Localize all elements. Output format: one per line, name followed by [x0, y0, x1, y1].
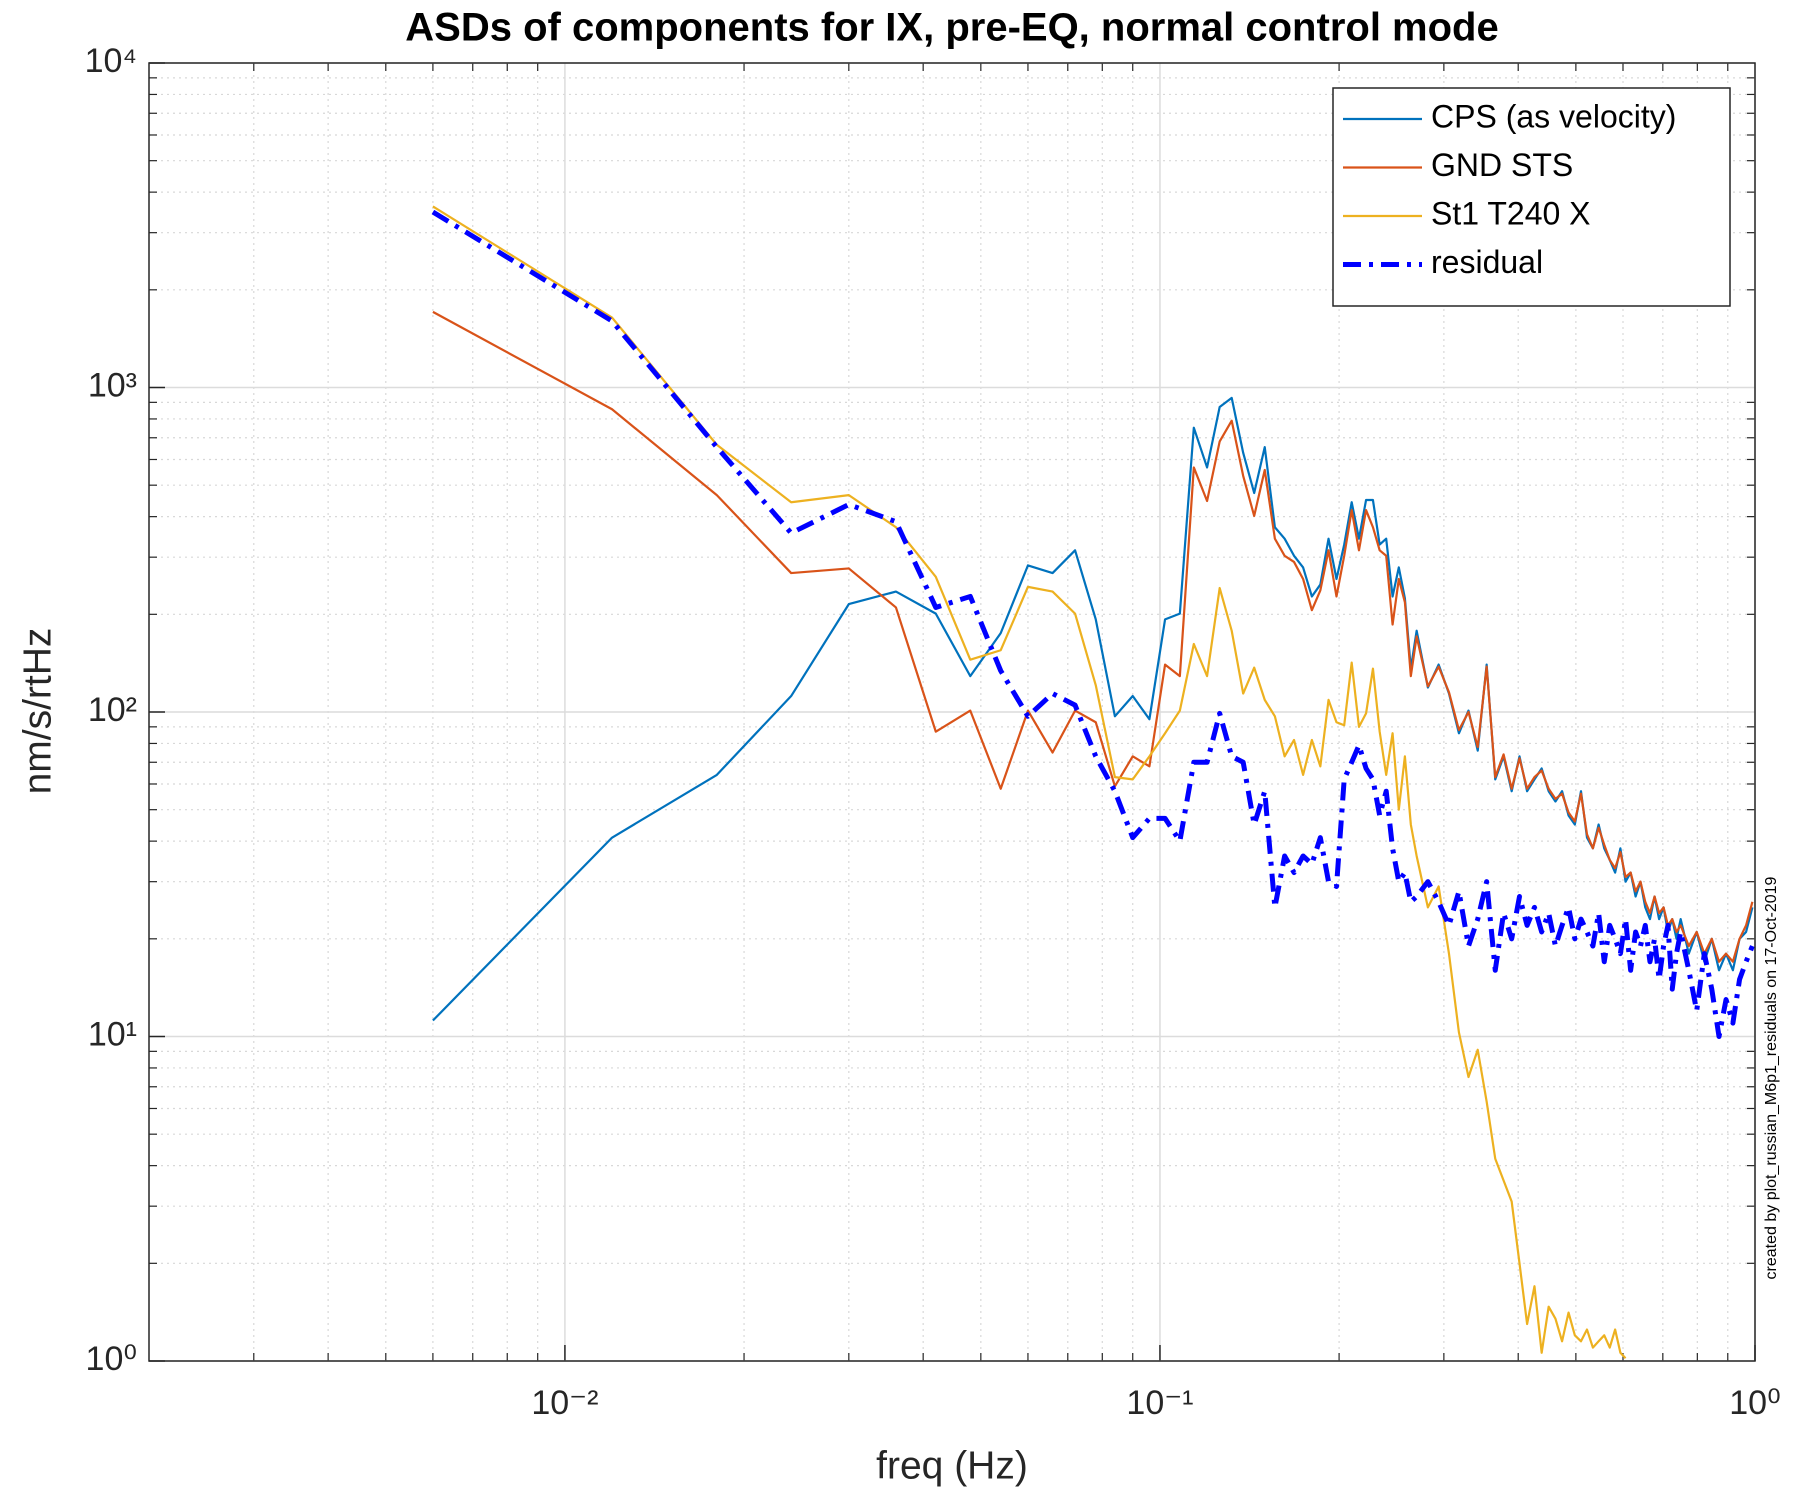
legend: CPS (as velocity) GND STS St1 T240 X residu… [1332, 87, 1731, 307]
x-tick-label: 10⁻² [531, 1384, 598, 1422]
y-axis-label: nm/s/rtHz [16, 628, 59, 795]
legend-label: St1 T240 X [1431, 195, 1591, 231]
y-tick-label: 10³ [88, 366, 137, 404]
legend-label: residual [1431, 244, 1543, 280]
legend-label: CPS (as velocity) [1431, 98, 1676, 134]
x-axis-label: freq (Hz) [876, 1444, 1028, 1487]
series-line [432, 205, 1627, 1359]
y-tick-label: 10⁴ [85, 42, 137, 80]
x-tick-label: 10⁻¹ [1126, 1384, 1193, 1422]
legend-box [1332, 87, 1731, 307]
series-line [432, 310, 1754, 963]
y-tick-label: 10¹ [88, 1015, 137, 1053]
axes-frame [148, 62, 1756, 1362]
chart-title: ASDs of components for IX, pre-EQ, norma… [405, 6, 1498, 50]
lines [431, 205, 1755, 1359]
footnote: created by plot_russian_M6p1_residuals o… [1763, 876, 1780, 1279]
legend-label: GND STS [1431, 147, 1573, 183]
series-line [431, 209, 1755, 1039]
y-tick-label: 10² [88, 691, 137, 729]
y-tick-label: 10⁰ [86, 1340, 137, 1378]
x-tick-label: 10⁰ [1729, 1384, 1780, 1422]
